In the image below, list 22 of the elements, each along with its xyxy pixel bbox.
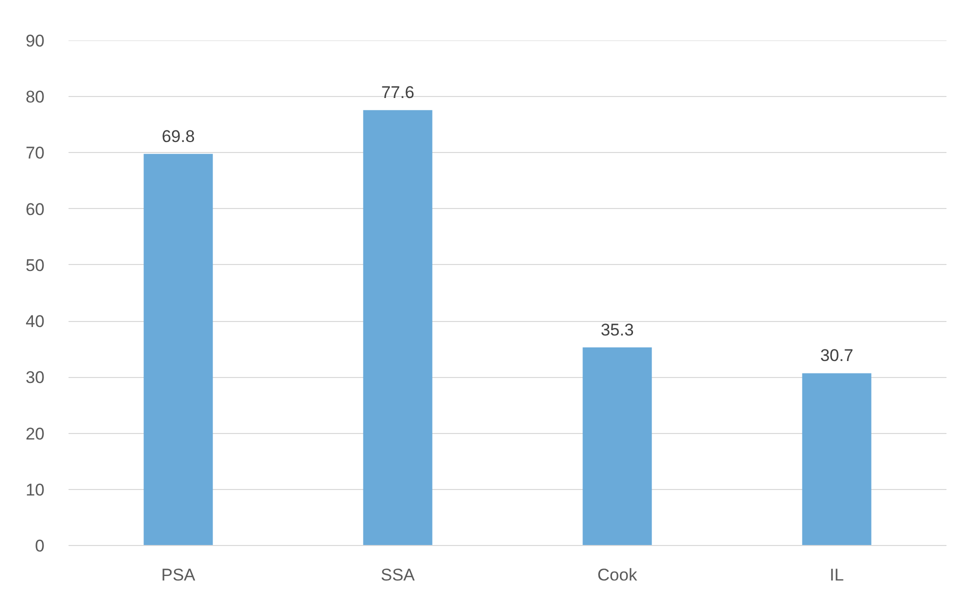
bar <box>802 373 872 546</box>
bar <box>363 110 432 546</box>
bar <box>144 154 213 546</box>
x-tick-label: SSA <box>380 566 416 584</box>
y-tick-label: 0 <box>35 536 45 556</box>
data-label: 69.8 <box>162 126 195 146</box>
x-tick-label: PSA <box>161 566 196 584</box>
y-tick-label: 30 <box>26 368 45 388</box>
y-tick-label: 90 <box>26 32 45 50</box>
data-label: 30.7 <box>820 346 854 366</box>
data-label: 77.6 <box>381 83 414 102</box>
y-tick-label: 60 <box>26 200 45 219</box>
y-tick-label: 70 <box>26 144 45 163</box>
y-tick-label: 80 <box>26 88 45 107</box>
y-tick-label: 40 <box>26 312 45 332</box>
data-label: 35.3 <box>600 320 634 340</box>
x-tick-label: Cook <box>597 566 638 584</box>
y-tick-label: 10 <box>26 480 45 500</box>
y-tick-label: 50 <box>26 256 45 275</box>
x-tick-label: IL <box>830 566 844 584</box>
bar <box>582 347 652 546</box>
y-tick-label: 20 <box>26 424 45 444</box>
